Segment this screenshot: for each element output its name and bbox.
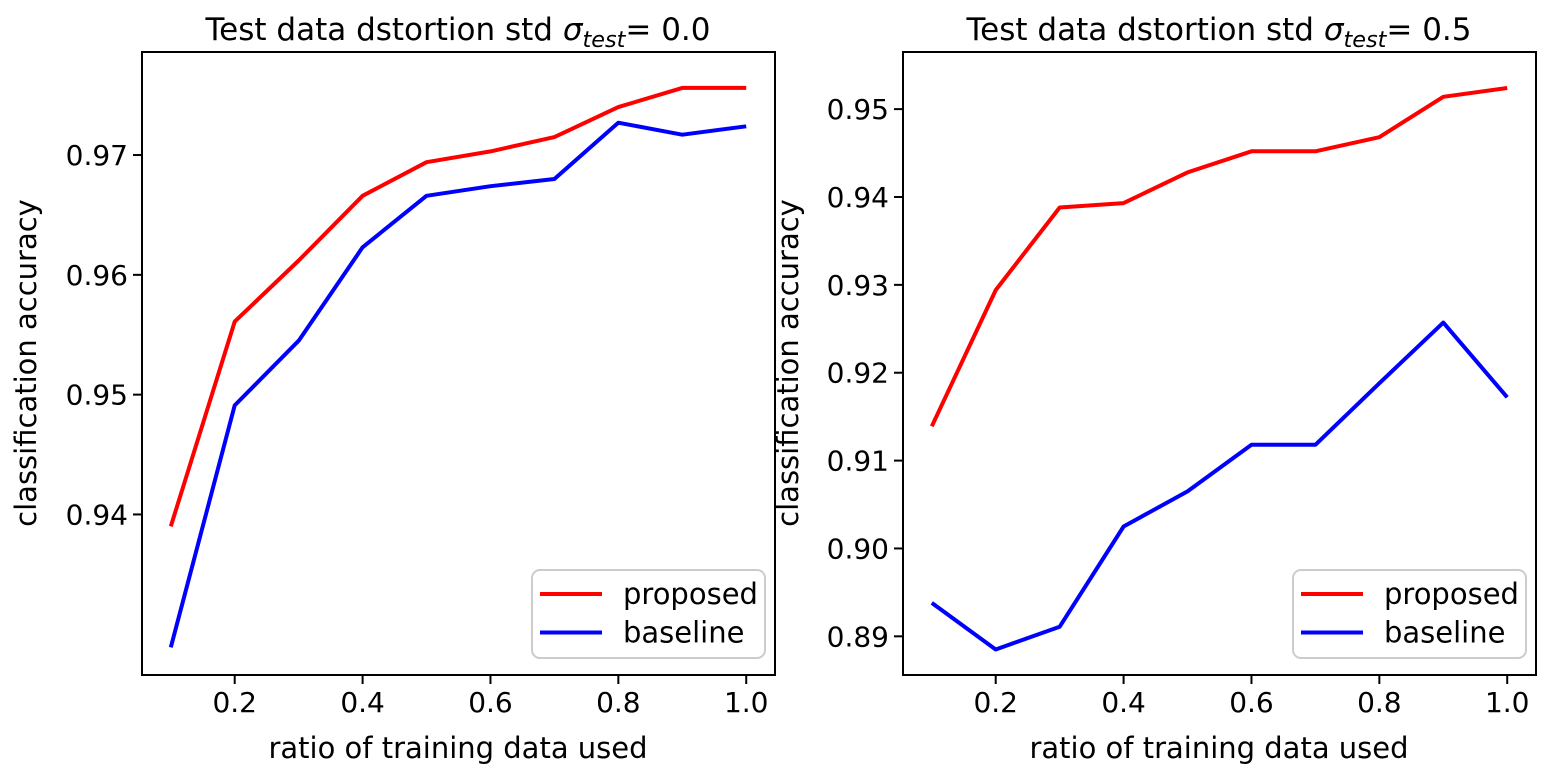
x-axis-tick-label: 0.2 — [212, 686, 257, 719]
sigma-symbol: σ — [562, 12, 583, 48]
legend: proposed baseline — [531, 569, 766, 659]
sigma-symbol: σ — [1323, 12, 1344, 48]
y-axis-tick-label: 0.90 — [827, 532, 889, 565]
sigma-subscript: test — [1343, 27, 1387, 54]
y-axis-tick-label: 0.94 — [827, 181, 889, 214]
x-axis-tick-label: 0.4 — [340, 686, 385, 719]
left-chart-title: Test data dstortion std σtest= 0.0 — [205, 12, 710, 53]
sigma-subscript: test — [582, 27, 626, 54]
right-chart-title: Test data dstortion std σtest= 0.5 — [966, 12, 1471, 53]
x-axis-tick-label: 0.8 — [596, 686, 641, 719]
y-axis-tick-label: 0.93 — [827, 269, 889, 302]
y-axis-tick-label: 0.91 — [827, 445, 889, 478]
y-axis-tick-label: 0.89 — [827, 620, 889, 653]
title-prefix: Test data dstortion std — [966, 12, 1324, 48]
series-line-baseline — [168, 120, 747, 648]
series-line-proposed — [168, 85, 747, 527]
title-value: = 0.5 — [1386, 12, 1472, 48]
title-prefix: Test data dstortion std — [205, 12, 563, 48]
title-value: = 0.0 — [625, 12, 711, 48]
left-x-axis-label: ratio of training data used — [268, 731, 648, 765]
legend-label-proposed: proposed — [623, 577, 758, 611]
chart-1: 0.2 0.4 0.6 0.8 1.0 0.89 0.90 0.91 0.92 0.93 0.94 0… — [827, 51, 1537, 719]
axes-box — [141, 51, 776, 676]
y-axis-tick-label: 0.97 — [66, 139, 128, 172]
chart-0: 0.2 0.4 0.6 0.8 1.0 0.94 0.95 0.96 0.97 proposed b… — [66, 51, 776, 719]
legend-label-proposed: proposed — [1384, 577, 1519, 611]
y-axis-tick-label: 0.96 — [66, 259, 128, 292]
x-axis-tick-label: 0.6 — [468, 686, 513, 719]
x-axis-tick-label: 0.6 — [1229, 686, 1274, 719]
y-axis-tick-label: 0.92 — [827, 357, 889, 390]
x-axis-tick-label: 0.2 — [973, 686, 1018, 719]
series-line-proposed — [929, 86, 1508, 428]
right-x-axis-label: ratio of training data used — [1029, 731, 1409, 765]
y-axis-tick-label: 0.95 — [827, 93, 889, 126]
x-axis-tick-label: 1.0 — [724, 686, 769, 719]
axes-box — [902, 51, 1537, 676]
legend-label-baseline: baseline — [623, 616, 744, 650]
right-y-axis-label: classification accuracy — [771, 199, 805, 527]
legend: proposed baseline — [1292, 569, 1527, 659]
x-axis-tick-label: 0.8 — [1357, 686, 1402, 719]
legend-label-baseline: baseline — [1384, 616, 1505, 650]
x-axis-tick-label: 0.4 — [1101, 686, 1146, 719]
x-axis-tick-label: 1.0 — [1485, 686, 1530, 719]
y-axis-tick-label: 0.94 — [66, 498, 128, 531]
left-y-axis-label: classification accuracy — [9, 199, 43, 527]
y-axis-tick-label: 0.95 — [66, 379, 128, 412]
series-line-baseline — [930, 320, 1509, 652]
